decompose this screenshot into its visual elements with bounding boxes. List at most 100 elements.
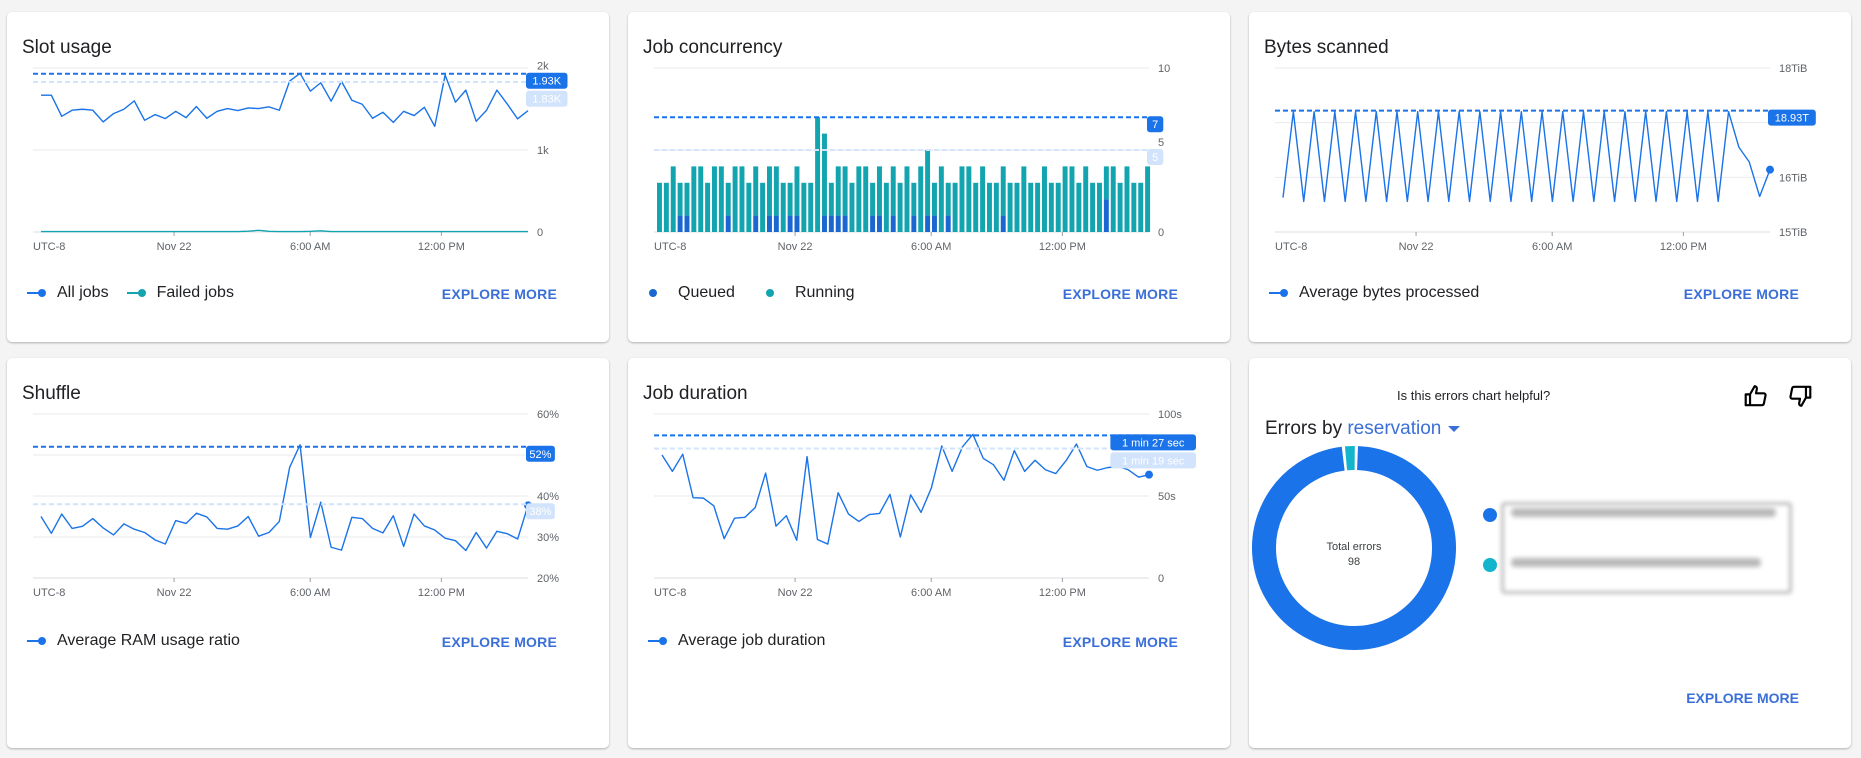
bar-running: [1055, 182, 1061, 232]
y-tick-label: 0: [537, 227, 543, 239]
bar-running: [1076, 182, 1082, 232]
legend-item-average-ram-usage-ratio[interactable]: Average RAM usage ratio: [27, 632, 240, 650]
legend-item-queued[interactable]: Queued: [648, 284, 735, 302]
bar-queued: [911, 215, 917, 232]
y-tick-label: 100s: [1158, 409, 1182, 421]
y-tick-label: 5: [1158, 137, 1164, 149]
bar-running: [1145, 166, 1151, 232]
x-tick-label: Nov 22: [157, 241, 192, 253]
y-tick-label: 50s: [1158, 491, 1176, 503]
legend-item-failed-jobs[interactable]: Failed jobs: [126, 284, 234, 302]
bar-running: [828, 182, 834, 216]
thumbs-down-icon[interactable]: [1787, 383, 1813, 409]
legend-item-average-bytes-processed[interactable]: Average bytes processed: [1269, 284, 1479, 302]
average-badge-label: 38%: [529, 506, 551, 518]
bar-queued: [877, 215, 882, 232]
bar-running: [1007, 182, 1013, 232]
dot-marker-icon: [765, 289, 774, 297]
bar-queued: [945, 215, 951, 232]
bar-queued: [677, 215, 683, 232]
dimension-dropdown[interactable]: reservation: [1347, 418, 1461, 439]
explore-more-button[interactable]: EXPLORE MORE: [441, 286, 557, 302]
bar-running: [1042, 166, 1047, 232]
bar-running: [952, 182, 958, 232]
explore-more-button[interactable]: EXPLORE MORE: [1062, 634, 1178, 650]
bar-running: [1117, 182, 1123, 232]
bar-running: [663, 182, 669, 232]
x-tick-label: 6:00 AM: [290, 587, 330, 599]
card-title: Job concurrency: [643, 37, 783, 58]
line-marker-icon: [27, 289, 46, 297]
series-line-average-job-duration: [661, 433, 1150, 545]
x-tick-label: 12:00 PM: [418, 587, 465, 599]
total-errors-label: Total errors: [1326, 541, 1382, 553]
bar-running: [1138, 182, 1144, 232]
bar-running: [980, 166, 986, 232]
bar-running: [945, 182, 951, 216]
bar-running: [725, 182, 731, 216]
bar-running: [1097, 182, 1102, 232]
series-line-failed-jobs: [41, 229, 528, 233]
feedback-question: Is this errors chart helpful?: [1397, 388, 1551, 403]
y-tick-label: 15TiB: [1779, 227, 1807, 239]
legend-label: Failed jobs: [156, 284, 234, 301]
average-badge-label: 5: [1152, 152, 1158, 164]
y-tick-label: 60%: [537, 409, 559, 421]
caret-down-icon: [1448, 425, 1461, 432]
explore-more-button[interactable]: EXPLORE MORE: [1686, 690, 1799, 706]
x-tick-label: 6:00 AM: [290, 241, 330, 253]
explore-more-button[interactable]: EXPLORE MORE: [1062, 286, 1178, 302]
max-badge: [1768, 109, 1816, 126]
explore-more-button[interactable]: EXPLORE MORE: [1683, 286, 1799, 302]
x-tick-label: 6:00 AM: [911, 587, 951, 599]
y-tick-label: 20%: [537, 573, 559, 585]
x-tick-label: UTC-8: [654, 587, 686, 599]
bar-running: [787, 182, 793, 216]
y-tick-label: 18TiB: [1779, 63, 1807, 75]
bar-running: [1131, 182, 1137, 232]
y-tick-label: 10: [1158, 63, 1170, 75]
y-tick-label: 0: [1158, 573, 1164, 585]
bar-running: [691, 166, 697, 232]
thumbs-up-icon[interactable]: [1743, 383, 1769, 409]
legend-item-running[interactable]: Running: [765, 284, 855, 302]
bar-running: [705, 182, 711, 232]
average-badge: [1147, 149, 1164, 165]
legend-item-all-jobs[interactable]: All jobs: [27, 284, 109, 302]
bar-running: [677, 182, 683, 216]
legend-item-average-job-duration[interactable]: Average job duration: [648, 632, 825, 650]
bar-running: [760, 182, 766, 232]
bytes-scanned-card: Bytes scanned 15TiB 16TiB 18TiB UTC-8 Nov 22…: [1249, 12, 1851, 342]
bar-running: [773, 166, 779, 216]
bar-queued: [1103, 199, 1109, 232]
max-badge: [526, 72, 568, 89]
max-badge: [1110, 434, 1196, 451]
bar-queued: [725, 215, 731, 232]
bar-running: [1083, 166, 1089, 232]
errors-chart-title: Errors by reservation: [1265, 418, 1461, 440]
legend-label: Average job duration: [678, 632, 826, 649]
bar-running: [822, 133, 827, 216]
x-tick-label: Nov 22: [1399, 241, 1434, 253]
explore-more-button[interactable]: EXPLORE MORE: [441, 634, 557, 650]
bar-running: [1110, 166, 1116, 232]
bar-running: [1090, 182, 1096, 232]
x-tick-label: UTC-8: [33, 587, 65, 599]
y-tick-label: 1k: [537, 145, 549, 157]
y-tick-label: 16TiB: [1779, 172, 1807, 184]
x-tick-label: 12:00 PM: [1660, 241, 1707, 253]
bar-running: [815, 117, 821, 232]
bar-running: [801, 182, 807, 232]
card-title: Shuffle: [22, 383, 81, 404]
bar-running: [794, 166, 800, 216]
bar-running: [904, 166, 910, 232]
bar-running: [767, 166, 772, 216]
bar-queued: [842, 215, 848, 232]
x-tick-label: Nov 22: [157, 587, 192, 599]
bar-running: [870, 182, 876, 216]
bar-running: [1014, 182, 1020, 232]
series-end-point: [1145, 470, 1153, 479]
chart-legend: Average job duration: [648, 632, 825, 650]
y-tick-label: 0: [1158, 227, 1164, 239]
